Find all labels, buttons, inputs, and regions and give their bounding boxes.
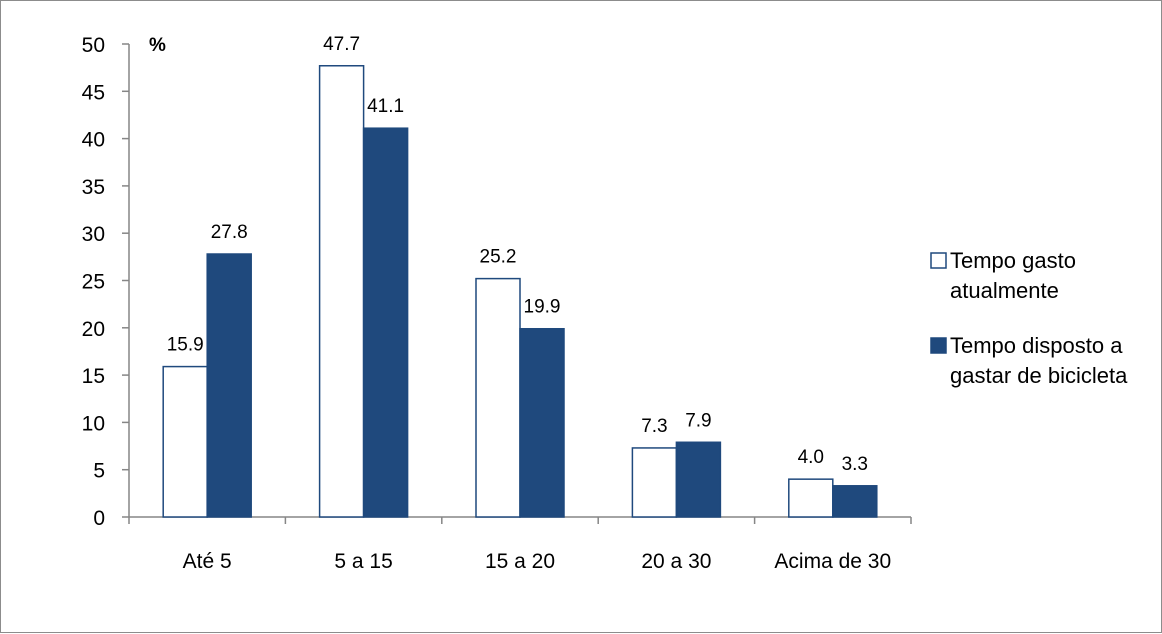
y-tick-label: 30 [82, 223, 105, 246]
x-tick-label: 5 a 15 [334, 550, 392, 573]
y-tick-label: 40 [82, 129, 105, 152]
bar-series-2 [832, 485, 878, 518]
y-tick-label: 25 [82, 271, 105, 294]
y-tick-label: 20 [82, 318, 105, 341]
bars [162, 65, 878, 518]
data-label: 41.1 [367, 96, 404, 117]
x-tick-label: 20 a 30 [641, 550, 711, 573]
data-label: 15.9 [167, 335, 204, 356]
x-tick-label: Até 5 [183, 550, 232, 573]
legend-label: atualmente [950, 278, 1059, 303]
bar-series-1 [631, 447, 678, 518]
x-tick-label: Acima de 30 [774, 550, 891, 573]
bar-series-1 [788, 478, 834, 518]
data-label: 27.8 [211, 222, 248, 243]
data-label: 3.3 [842, 454, 868, 475]
legend-label: Tempo disposto a [950, 333, 1123, 358]
legend-label: Tempo gasto [950, 248, 1076, 273]
bar-series-1 [162, 365, 208, 518]
y-tick-label: 10 [82, 412, 105, 435]
data-label: 7.3 [641, 416, 667, 437]
bar-series-2 [675, 441, 722, 518]
data-label: 25.2 [480, 247, 517, 268]
y-axis: 0 5 10 15 20 25 30 35 40 45 50 [82, 34, 130, 530]
data-label: 47.7 [323, 34, 360, 55]
bar-series-1 [475, 277, 521, 518]
x-axis: Até 5 5 a 15 15 a 20 20 a 30 Acima de 30 [128, 516, 912, 573]
bar-series-2 [206, 253, 252, 518]
bar-series-1 [318, 65, 365, 518]
data-label: 19.9 [524, 297, 561, 318]
y-unit-label: % [149, 35, 166, 56]
data-labels: 15.9 47.7 25.2 7.3 4.0 27.8 41.1 19.9 7.9 3.3 [167, 34, 868, 475]
y-tick-label: 50 [82, 34, 105, 57]
y-tick-label: 45 [82, 81, 105, 104]
y-tick-label: 15 [82, 365, 105, 388]
y-tick-label: 5 [93, 460, 105, 483]
legend-swatch-series-2 [930, 337, 947, 354]
y-tick-label: 0 [93, 507, 105, 530]
data-label: 4.0 [798, 447, 824, 468]
legend-label: gastar de bicicleta [950, 363, 1128, 388]
legend: Tempo gasto atualmente Tempo disposto a gas… [930, 248, 1128, 388]
y-tick-label: 35 [82, 176, 105, 199]
x-tick-label: 15 a 20 [485, 550, 555, 573]
bar-series-2 [519, 327, 565, 518]
bar-series-2 [362, 127, 409, 518]
data-label: 7.9 [685, 410, 711, 431]
legend-swatch-series-1 [930, 252, 947, 269]
